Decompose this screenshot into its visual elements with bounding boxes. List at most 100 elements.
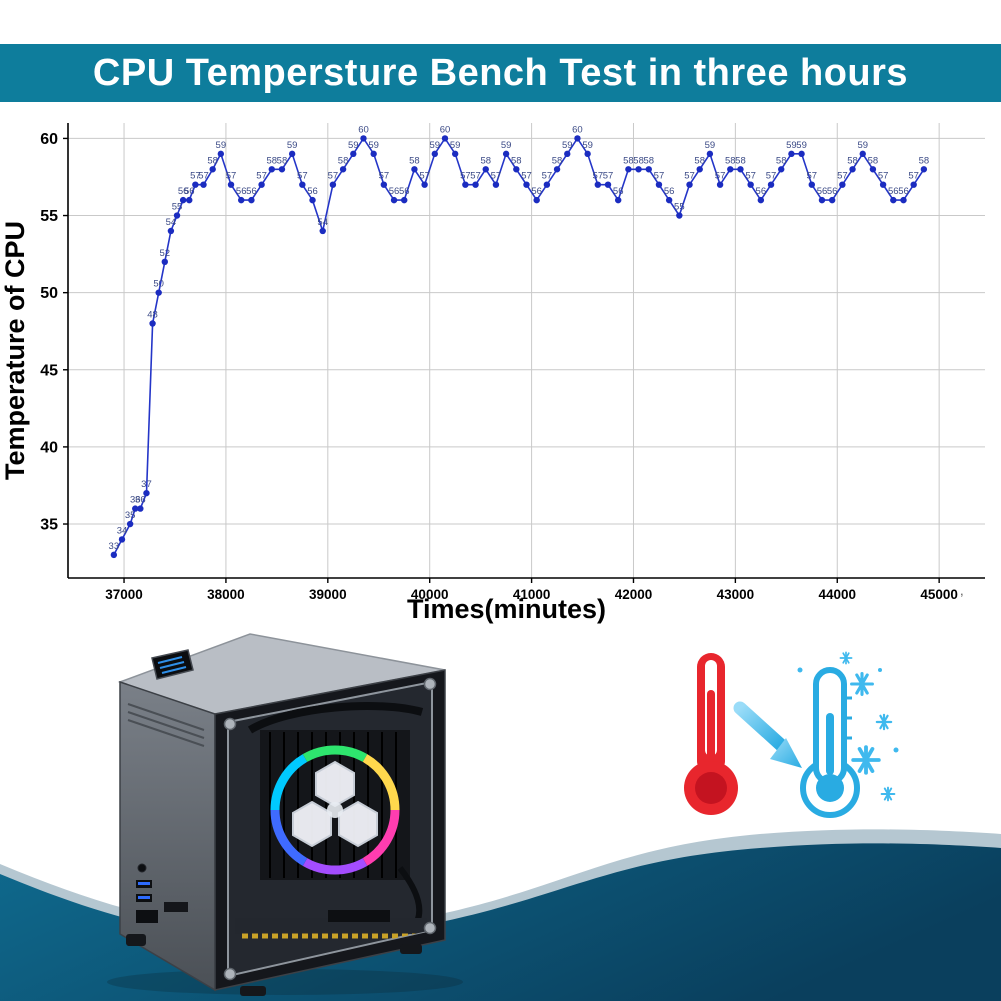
point-label: 58 [643, 155, 654, 166]
screw-icons [223, 677, 437, 981]
title-banner: CPU Tempersture Bench Test in three hour… [0, 44, 1001, 102]
y-tick-label: 55 [40, 208, 58, 225]
point-label: 56 [399, 186, 410, 197]
point-label: 57 [419, 171, 430, 182]
data-point [329, 181, 337, 188]
point-label: 57 [766, 171, 777, 182]
data-point [727, 166, 734, 173]
point-label: 59 [562, 140, 573, 151]
point-label: 57 [593, 171, 604, 182]
data-point [339, 166, 347, 173]
point-label: 57 [715, 171, 726, 182]
point-label: 54 [317, 217, 328, 228]
point-label: 58 [776, 155, 787, 166]
data-point [360, 135, 367, 142]
data-point [200, 181, 207, 188]
data-point [696, 166, 703, 173]
point-label: 57 [297, 171, 308, 182]
cable [247, 702, 424, 734]
point-label: 58 [868, 155, 879, 166]
data-point [706, 150, 714, 158]
point-label: 58 [919, 155, 930, 166]
front-vents [127, 703, 205, 747]
data-point [186, 196, 193, 204]
data-point [900, 196, 907, 204]
point-label: 60 [358, 124, 369, 135]
data-point [268, 166, 275, 173]
point-label: 52 [160, 248, 171, 259]
data-point [401, 196, 408, 204]
point-label: 56 [178, 186, 189, 197]
data-point [167, 227, 175, 235]
temperature-line-chart: 37000 38000 39000 40000 41000 42000 43000 44000… [0, 123, 985, 624]
point-label: 56 [613, 186, 624, 197]
data-point [808, 181, 815, 188]
point-label: 50 [153, 279, 164, 290]
data-point [737, 166, 744, 173]
point-label: 57 [226, 171, 237, 182]
point-label: 56 [184, 186, 195, 197]
point-label: 57 [256, 171, 267, 182]
stray-comma-mark: , [960, 583, 964, 598]
mini-display [151, 649, 194, 680]
data-point [604, 181, 612, 188]
point-label: 56 [389, 186, 400, 197]
point-label: 57 [491, 171, 502, 182]
point-label: 59 [216, 140, 227, 151]
point-label: 58 [277, 155, 288, 166]
point-label: 48 [147, 310, 158, 321]
data-point [615, 196, 622, 204]
data-point [574, 135, 581, 142]
point-label: 36 [135, 495, 146, 506]
point-label: 55 [674, 202, 685, 213]
data-point [543, 181, 551, 188]
point-label: 57 [328, 171, 339, 182]
data-point [462, 181, 469, 188]
point-label: 58 [633, 155, 644, 166]
point-label: 56 [236, 186, 247, 197]
data-point [625, 166, 632, 173]
data-point [716, 181, 724, 188]
point-label: 58 [735, 155, 746, 166]
data-point [920, 166, 928, 173]
data-point [553, 166, 561, 173]
x-tick-label: 38000 [207, 587, 245, 602]
data-point [635, 166, 642, 173]
gpu-riser-board [235, 910, 427, 939]
point-label: 56 [827, 186, 838, 197]
point-label: 56 [307, 186, 318, 197]
data-point [118, 536, 126, 543]
point-label: 56 [246, 186, 257, 197]
screw-icon [423, 677, 437, 691]
point-label: 58 [694, 155, 705, 166]
point-label: 36 [130, 495, 141, 506]
point-label: 59 [786, 140, 797, 151]
data-point [645, 166, 652, 173]
point-label: 57 [654, 171, 665, 182]
point-label: 60 [440, 124, 451, 135]
data-point [217, 150, 225, 158]
data-point [655, 181, 663, 188]
point-label: 59 [582, 140, 593, 151]
point-label: 59 [287, 140, 298, 151]
screw-icon [223, 717, 237, 731]
point-label: 58 [409, 155, 420, 166]
point-label: 58 [511, 155, 522, 166]
power-button [137, 863, 147, 873]
point-label: 57 [190, 171, 201, 182]
point-label: 56 [888, 186, 899, 197]
data-point [778, 166, 785, 173]
data-point [421, 181, 428, 188]
x-tick-label: 37000 [105, 587, 143, 602]
point-label: 58 [552, 155, 563, 166]
point-label: 57 [878, 171, 889, 182]
case-foot [126, 934, 146, 946]
page-title: CPU Tempersture Bench Test in three hour… [92, 51, 909, 94]
point-label: 59 [501, 140, 512, 151]
data-point [155, 289, 162, 296]
temperature-line [113, 136, 925, 556]
data-point [482, 166, 489, 173]
point-label: 57 [521, 171, 532, 182]
x-tick-label: 43000 [717, 587, 755, 602]
